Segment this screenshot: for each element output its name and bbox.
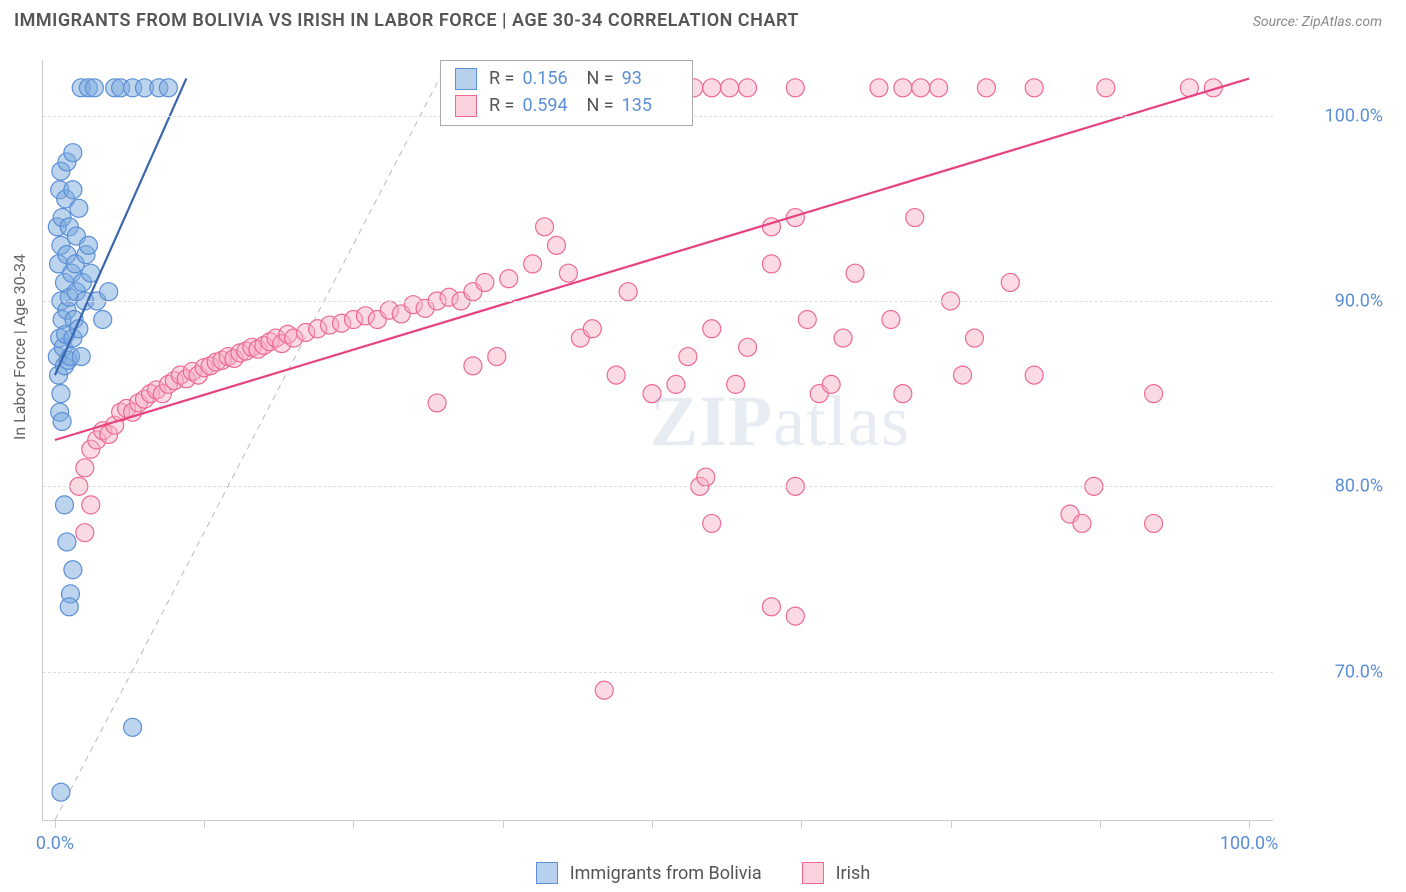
legend-label: Immigrants from Bolivia xyxy=(570,863,762,884)
x-tick xyxy=(55,820,56,828)
gridline xyxy=(43,301,1273,302)
legend-top: R = 0.156N = 93R = 0.594N = 135 xyxy=(440,60,693,126)
x-tick xyxy=(204,820,205,828)
swatch-pink-icon xyxy=(802,862,824,884)
swatch-blue-icon xyxy=(536,862,558,884)
legend-label: Irish xyxy=(836,863,871,884)
source-label: Source: ZipAtlas.com xyxy=(1253,14,1382,30)
scatter-svg xyxy=(43,60,1273,820)
legend-stats-row: R = 0.156N = 93 xyxy=(455,65,678,92)
x-tick-label: 0.0% xyxy=(36,833,74,854)
y-tick-label: 100.0% xyxy=(1283,105,1383,126)
swatch-icon xyxy=(455,95,477,117)
x-tick xyxy=(951,820,952,828)
swatch-icon xyxy=(455,68,477,90)
y-tick-label: 70.0% xyxy=(1283,661,1383,682)
legend-bottom: Immigrants from Bolivia Irish xyxy=(0,862,1406,884)
x-tick xyxy=(1249,820,1250,828)
y-axis-label: In Labor Force | Age 30-34 xyxy=(10,254,29,440)
legend-stats-row: R = 0.594N = 135 xyxy=(455,92,678,119)
x-tick xyxy=(353,820,354,828)
chart-title: IMMIGRANTS FROM BOLIVIA VS IRISH IN LABO… xyxy=(14,10,799,31)
gridline xyxy=(43,486,1273,487)
x-tick-label: 100.0% xyxy=(1220,833,1278,854)
gridline xyxy=(43,672,1273,673)
legend-item-bolivia: Immigrants from Bolivia xyxy=(536,862,762,884)
plot-area: 70.0%80.0%90.0%100.0%0.0%100.0% xyxy=(42,60,1273,821)
x-tick xyxy=(503,820,504,828)
legend-item-irish: Irish xyxy=(802,862,871,884)
y-tick-label: 80.0% xyxy=(1283,476,1383,497)
x-tick xyxy=(652,820,653,828)
y-tick-label: 90.0% xyxy=(1283,290,1383,311)
x-tick xyxy=(801,820,802,828)
x-tick xyxy=(1100,820,1101,828)
